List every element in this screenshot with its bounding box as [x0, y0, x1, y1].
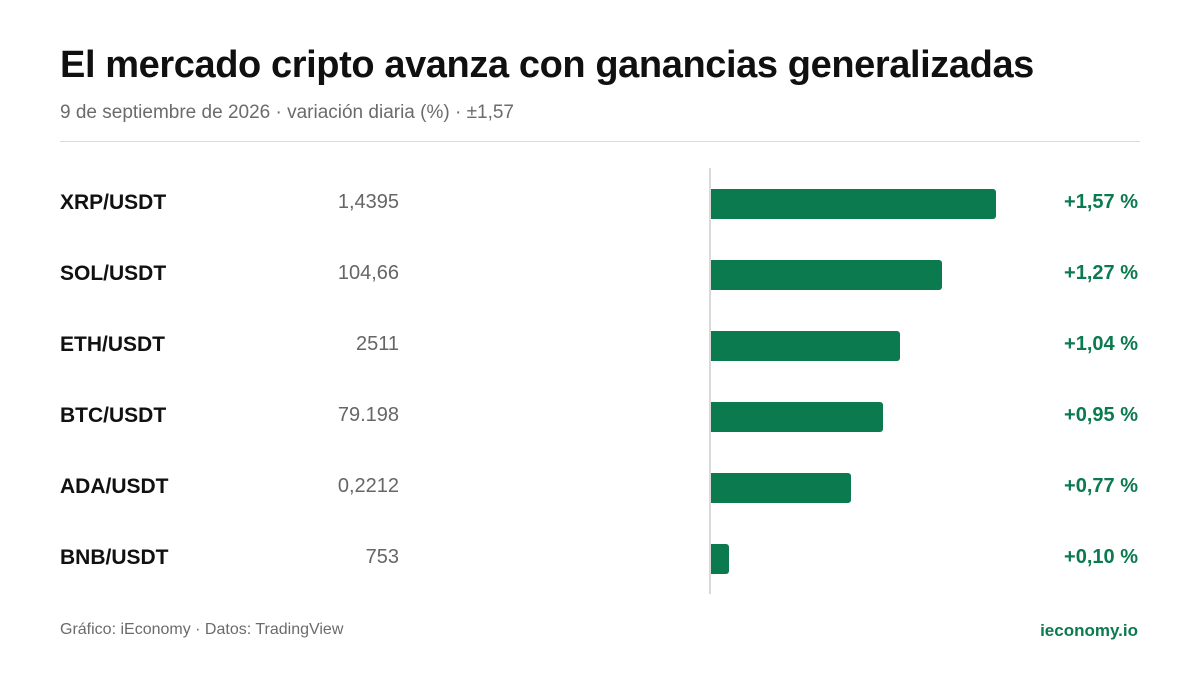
pair-label: ETH/USDT: [60, 333, 165, 356]
change-label: +0,10 %: [1064, 546, 1138, 568]
price-value: 753: [365, 546, 399, 568]
pair-label: BTC/USDT: [60, 404, 167, 427]
chart-title: El mercado cripto avanza con ganancias g…: [60, 44, 1034, 86]
table-row: XRP/USDT 1,4395 +1,57 %: [0, 168, 1200, 239]
price-value: 79.198: [337, 404, 399, 426]
source-credit: Gráfico: iEconomy · Datos: TradingView: [60, 621, 344, 638]
zero-axis-line: [709, 168, 711, 594]
price-value: 1,4395: [337, 191, 399, 213]
change-label: +0,95 %: [1064, 404, 1138, 426]
bar: [711, 473, 851, 503]
change-label: +1,27 %: [1064, 262, 1138, 284]
brand-link[interactable]: ieconomy.io: [1040, 621, 1138, 640]
bar: [711, 331, 900, 361]
pair-label: ADA/USDT: [60, 475, 169, 498]
change-label: +1,04 %: [1064, 333, 1138, 355]
bar: [711, 189, 996, 219]
change-label: +1,57 %: [1064, 191, 1138, 213]
pair-label: XRP/USDT: [60, 191, 167, 214]
bar: [711, 260, 942, 290]
header-divider: [60, 141, 1140, 142]
price-value: 104,66: [337, 262, 399, 284]
pair-label: BNB/USDT: [60, 546, 169, 569]
pair-label: SOL/USDT: [60, 262, 167, 285]
table-row: BTC/USDT 79.198 +0,95 %: [0, 381, 1200, 452]
chart-subtitle: 9 de septiembre de 2026 · variación diar…: [60, 102, 514, 123]
price-value: 2511: [355, 333, 399, 355]
change-label: +0,77 %: [1064, 475, 1138, 497]
price-value: 0,2212: [337, 475, 399, 497]
bar: [711, 402, 884, 432]
table-row: SOL/USDT 104,66 +1,27 %: [0, 239, 1200, 310]
table-row: BNB/USDT 753 +0,10 %: [0, 523, 1200, 594]
bar: [711, 544, 730, 574]
table-row: ADA/USDT 0,2212 +0,77 %: [0, 452, 1200, 523]
table-row: ETH/USDT 2511 +1,04 %: [0, 310, 1200, 381]
